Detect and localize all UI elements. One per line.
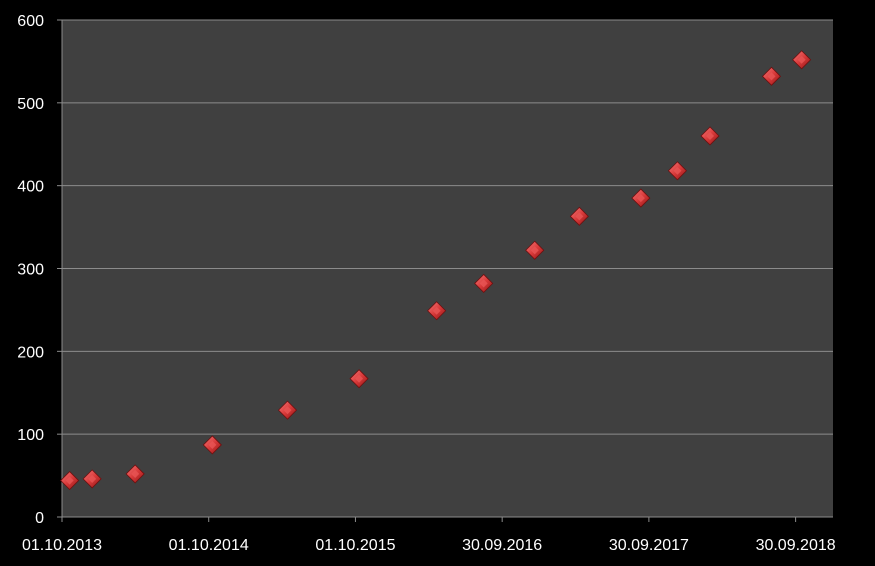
axes <box>57 19 833 522</box>
data-point <box>525 240 545 260</box>
x-tick-label: 30.09.2018 <box>756 537 836 554</box>
data-point-facet <box>673 166 682 175</box>
data-point-facet <box>355 374 364 383</box>
data-point-facet <box>705 131 715 141</box>
data-point-facet <box>65 476 74 485</box>
y-tick-label: 400 <box>17 179 44 196</box>
y-axis-tick-labels: 0 100 200 300 400 500 600 <box>17 13 44 527</box>
data-point-facet <box>575 212 584 221</box>
data-point <box>125 464 145 484</box>
x-tick-label: 30.09.2017 <box>609 537 689 554</box>
data-point-facet <box>208 440 217 449</box>
y-tick-label: 100 <box>17 427 44 444</box>
gridlines <box>62 19 833 435</box>
data-point-facet <box>530 246 539 255</box>
data-point <box>349 369 369 389</box>
data-point <box>474 273 494 293</box>
data-point <box>60 470 80 491</box>
y-tick-label: 300 <box>17 262 44 279</box>
y-tick-label: 0 <box>35 510 44 527</box>
y-tick-label: 600 <box>17 13 44 30</box>
data-point <box>569 206 589 226</box>
x-tick-label: 01.10.2013 <box>22 537 102 554</box>
data-point-facet <box>797 55 806 64</box>
data-point-facet <box>636 194 645 203</box>
data-point <box>761 66 782 86</box>
data-point <box>277 400 298 420</box>
data-point-facet <box>432 306 441 315</box>
data-point-facet <box>88 474 97 483</box>
x-tick-label: 30.09.2016 <box>462 537 542 554</box>
data-point <box>631 188 651 208</box>
data-point-facet <box>283 406 292 415</box>
data-points <box>60 50 812 491</box>
x-tick-label: 01.10.2014 <box>169 537 249 554</box>
data-point-facet <box>131 469 140 478</box>
x-axis-tick-labels: 01.10.2013 01.10.2014 01.10.2015 30.09.2016… <box>22 537 836 554</box>
data-point <box>792 50 812 70</box>
x-tick-label: 01.10.2015 <box>315 537 395 554</box>
data-point-facet <box>479 279 488 288</box>
data-point <box>427 301 447 321</box>
data-point <box>82 469 102 489</box>
y-tick-label: 500 <box>17 96 44 113</box>
data-point <box>202 435 222 455</box>
data-point-facet <box>767 72 776 81</box>
y-tick-label: 200 <box>17 344 44 361</box>
data-point <box>667 161 687 181</box>
data-point <box>700 126 720 146</box>
